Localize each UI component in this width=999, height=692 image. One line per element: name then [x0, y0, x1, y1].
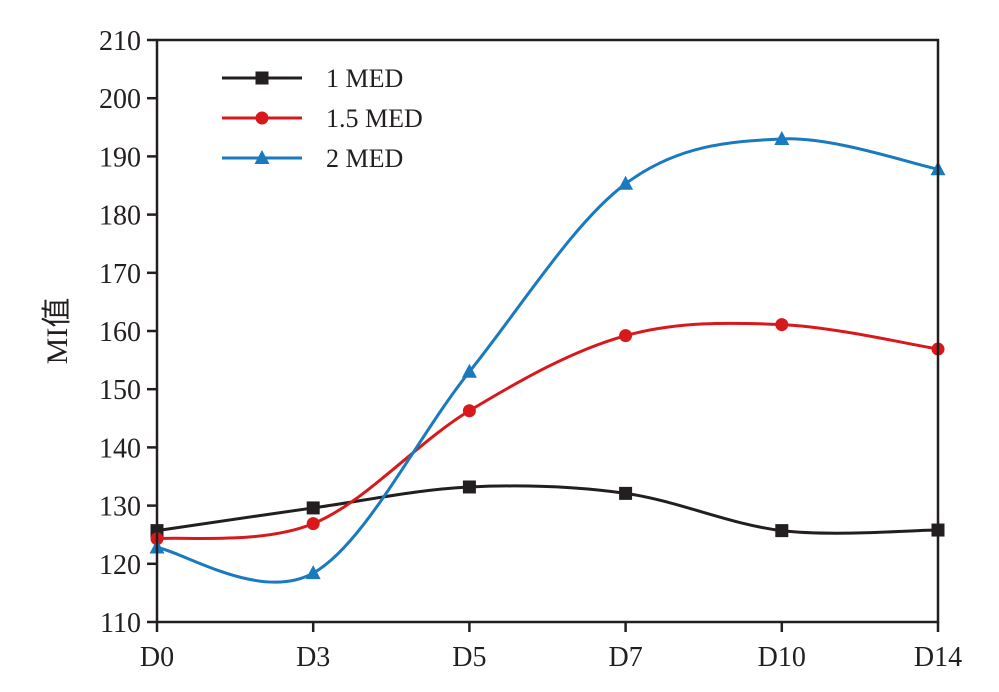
data-point-triangle [618, 175, 634, 190]
legend-label: 1 MED [326, 64, 403, 93]
series-0 [150, 480, 945, 538]
data-point-circle [619, 329, 633, 343]
x-tick-label: D5 [452, 642, 486, 673]
x-tick-label: D14 [914, 642, 962, 673]
x-tick-label: D7 [608, 642, 642, 673]
series-line [156, 484, 939, 535]
y-tick-label: 180 [99, 201, 141, 232]
x-tick-label: D3 [296, 642, 330, 673]
data-point-square [462, 480, 476, 494]
y-tick-label: 110 [100, 608, 141, 639]
series-line [156, 321, 939, 541]
y-tick-label: 170 [99, 259, 141, 290]
y-tick-label: 130 [99, 492, 141, 523]
y-tick-label: 150 [99, 375, 141, 406]
data-point-square [775, 524, 789, 538]
x-tick-label: D0 [140, 642, 174, 673]
y-tick-label: 160 [99, 317, 141, 348]
legend-label: 2 MED [326, 144, 403, 173]
legend-marker [255, 71, 269, 85]
ticks-layer: 110 120 130 140 150 160 170 180 190 200 210 D0 D3 D5 D… [99, 26, 962, 673]
data-point-circle [306, 517, 320, 531]
legend-marker [255, 111, 269, 125]
legend-item: 1 MED [222, 64, 403, 93]
data-point-triangle [774, 130, 790, 145]
y-tick-label: 190 [99, 142, 141, 173]
y-tick-label: 210 [99, 26, 141, 57]
data-point-circle [775, 318, 789, 332]
legend: 1 MED 1.5 MED 2 MED [222, 64, 423, 173]
x-tick-label: D10 [758, 642, 806, 673]
series-line [156, 137, 939, 584]
legend-item: 2 MED [222, 144, 403, 173]
data-point-square [619, 486, 633, 500]
data-point-square [306, 501, 320, 515]
legend-marker [254, 150, 270, 164]
y-tick-label: 120 [99, 550, 141, 581]
y-axis-label: MI值 [41, 298, 74, 365]
data-point-circle [462, 404, 476, 418]
data-point-triangle [305, 565, 321, 580]
data-point-triangle [461, 363, 477, 378]
series-1 [150, 318, 945, 546]
legend-item: 1.5 MED [222, 104, 423, 133]
y-tick-label: 200 [99, 84, 141, 115]
series-layer [149, 130, 946, 584]
legend-label: 1.5 MED [326, 104, 423, 133]
y-tick-label: 140 [99, 433, 141, 464]
